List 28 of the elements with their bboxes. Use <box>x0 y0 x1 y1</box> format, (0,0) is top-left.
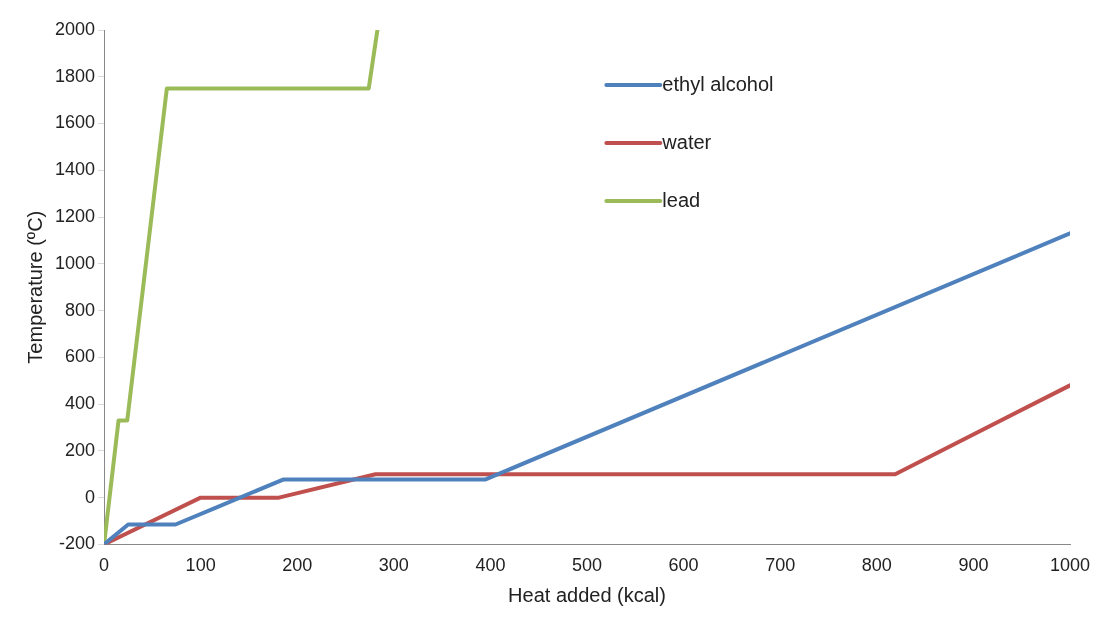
y-tick-label: 1600 <box>55 112 96 133</box>
x-tick-label: 700 <box>765 555 796 576</box>
x-tick-label: 500 <box>572 555 603 576</box>
y-tick-label: 200 <box>65 439 96 460</box>
x-tick-label: 400 <box>475 555 506 576</box>
x-tick-label: 100 <box>185 555 216 576</box>
y-tick-label: -200 <box>59 533 96 554</box>
legend-label: ethyl alcohol <box>662 72 774 95</box>
x-tick-label: 600 <box>668 555 699 576</box>
y-tick-label: 800 <box>65 299 96 320</box>
x-tick-label: 800 <box>861 555 892 576</box>
legend-label: water <box>661 130 712 153</box>
y-axis-title: Temperature (ºC) <box>23 210 46 364</box>
x-tick-label: 0 <box>99 555 110 576</box>
x-tick-label: 200 <box>282 555 313 576</box>
x-axis-title: Heat added (kcal) <box>508 583 666 606</box>
y-tick-label: 1000 <box>55 252 96 273</box>
y-tick-label: 1800 <box>55 65 96 86</box>
x-tick-label: 300 <box>378 555 409 576</box>
y-tick-label: 400 <box>65 393 96 414</box>
y-tick-label: 0 <box>85 486 96 507</box>
x-tick-label: 1000 <box>1049 555 1091 576</box>
legend-label: lead <box>662 188 701 211</box>
y-tick-label: 1400 <box>55 159 96 180</box>
y-tick-label: 600 <box>65 346 96 367</box>
y-tick-label: 1200 <box>55 206 96 227</box>
y-tick-label: 2000 <box>55 18 96 39</box>
x-tick-label: 900 <box>958 555 989 576</box>
